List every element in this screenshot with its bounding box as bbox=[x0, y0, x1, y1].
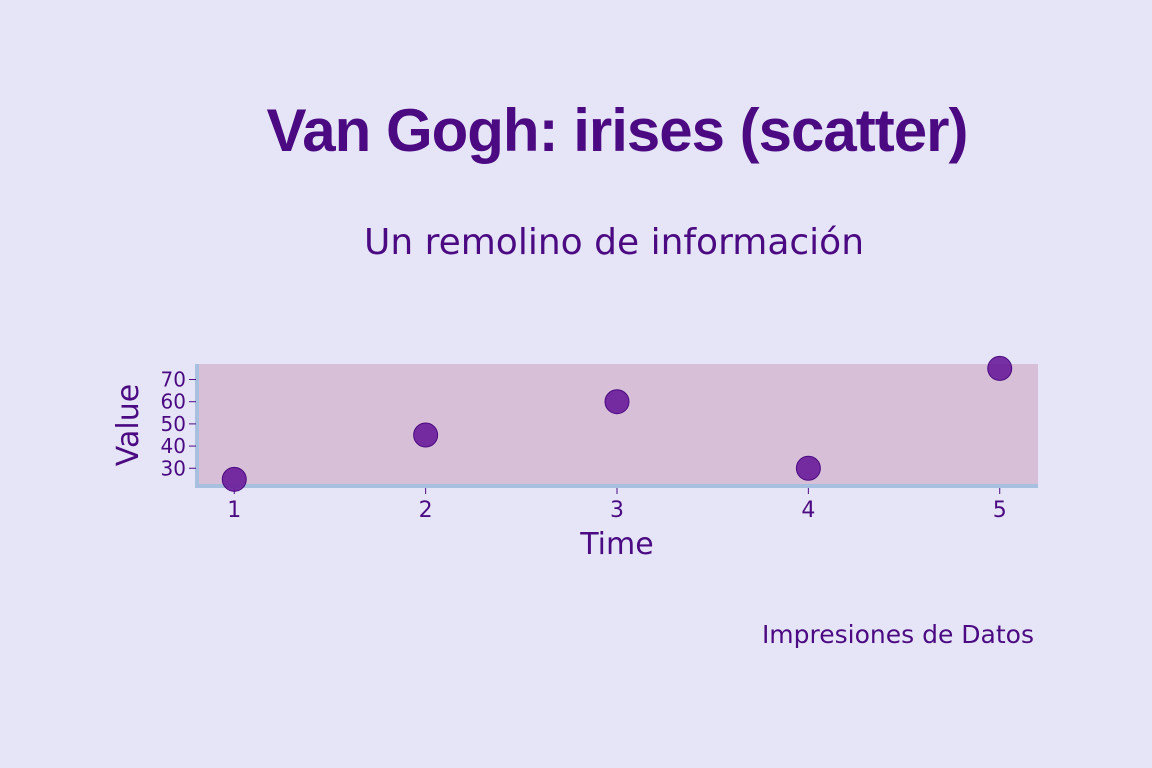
data-point bbox=[221, 466, 247, 492]
chart-title: Van Gogh: irises (scatter) bbox=[266, 97, 969, 164]
x-tick-label: 5 bbox=[993, 498, 1007, 523]
data-point bbox=[795, 455, 821, 481]
plot-area bbox=[196, 364, 1038, 486]
data-point bbox=[987, 355, 1013, 381]
y-tick-label: 60 bbox=[161, 390, 186, 414]
x-tick-label: 1 bbox=[227, 498, 241, 523]
chart-caption: Impresiones de Datos bbox=[761, 620, 1034, 649]
y-axis-label: Value bbox=[111, 384, 146, 466]
x-ticks: 1 2 3 4 5 bbox=[227, 488, 1007, 523]
x-tick-label: 2 bbox=[419, 498, 433, 523]
x-tick-label: 4 bbox=[801, 498, 815, 523]
y-tick-label: 30 bbox=[161, 456, 186, 480]
y-tick-label: 40 bbox=[161, 434, 186, 458]
x-tick-label: 3 bbox=[610, 498, 624, 523]
x-axis-label: Time bbox=[579, 527, 653, 562]
chart-subtitle: Un remolino de información bbox=[363, 222, 865, 263]
y-tick-label: 50 bbox=[161, 412, 186, 436]
data-point bbox=[604, 389, 630, 415]
data-points bbox=[221, 355, 1013, 492]
data-point bbox=[413, 422, 439, 448]
y-tick-label: 70 bbox=[161, 368, 186, 392]
